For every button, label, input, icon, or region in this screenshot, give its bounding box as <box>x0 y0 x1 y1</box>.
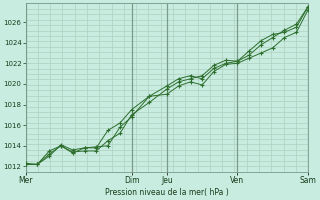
X-axis label: Pression niveau de la mer( hPa ): Pression niveau de la mer( hPa ) <box>105 188 229 197</box>
